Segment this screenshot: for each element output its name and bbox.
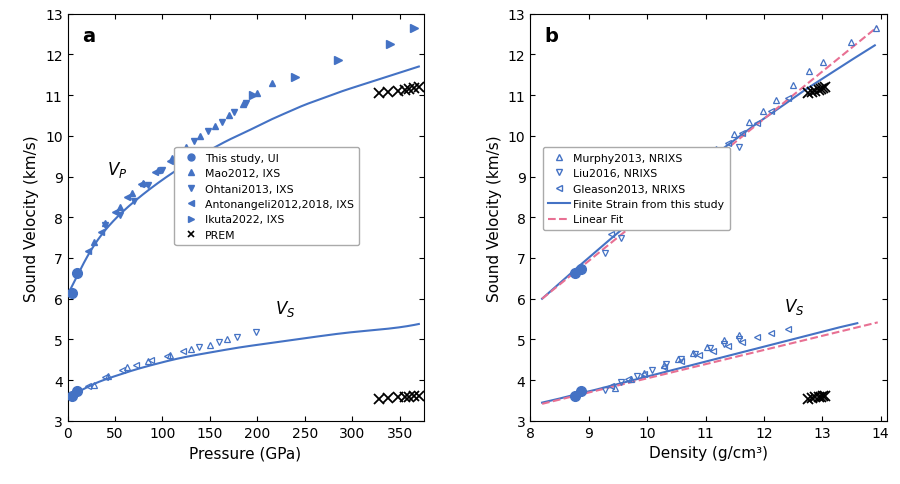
Y-axis label: Sound Velocity (km/s): Sound Velocity (km/s): [24, 135, 40, 301]
Text: a: a: [82, 27, 94, 45]
Text: $V_\mathregular{P}$: $V_\mathregular{P}$: [551, 209, 572, 229]
X-axis label: Density (g/cm³): Density (g/cm³): [649, 445, 768, 460]
Y-axis label: Sound Velocity (km/s): Sound Velocity (km/s): [487, 135, 502, 301]
Text: $V_\mathregular{S}$: $V_\mathregular{S}$: [784, 296, 805, 317]
Legend: This study, UI, Mao2012, IXS, Ohtani2013, IXS, Antonangeli2012,2018, IXS, Ikuta2: This study, UI, Mao2012, IXS, Ohtani2013…: [175, 148, 359, 246]
X-axis label: Pressure (GPa): Pressure (GPa): [190, 445, 302, 460]
Text: $V_\mathregular{S}$: $V_\mathregular{S}$: [274, 298, 295, 318]
Text: b: b: [544, 27, 559, 45]
Text: $V_\mathregular{P}$: $V_\mathregular{P}$: [107, 160, 128, 180]
Legend: Murphy2013, NRIXS, Liu2016, NRIXS, Gleason2013, NRIXS, Finite Strain from this s: Murphy2013, NRIXS, Liu2016, NRIXS, Gleas…: [543, 148, 730, 230]
